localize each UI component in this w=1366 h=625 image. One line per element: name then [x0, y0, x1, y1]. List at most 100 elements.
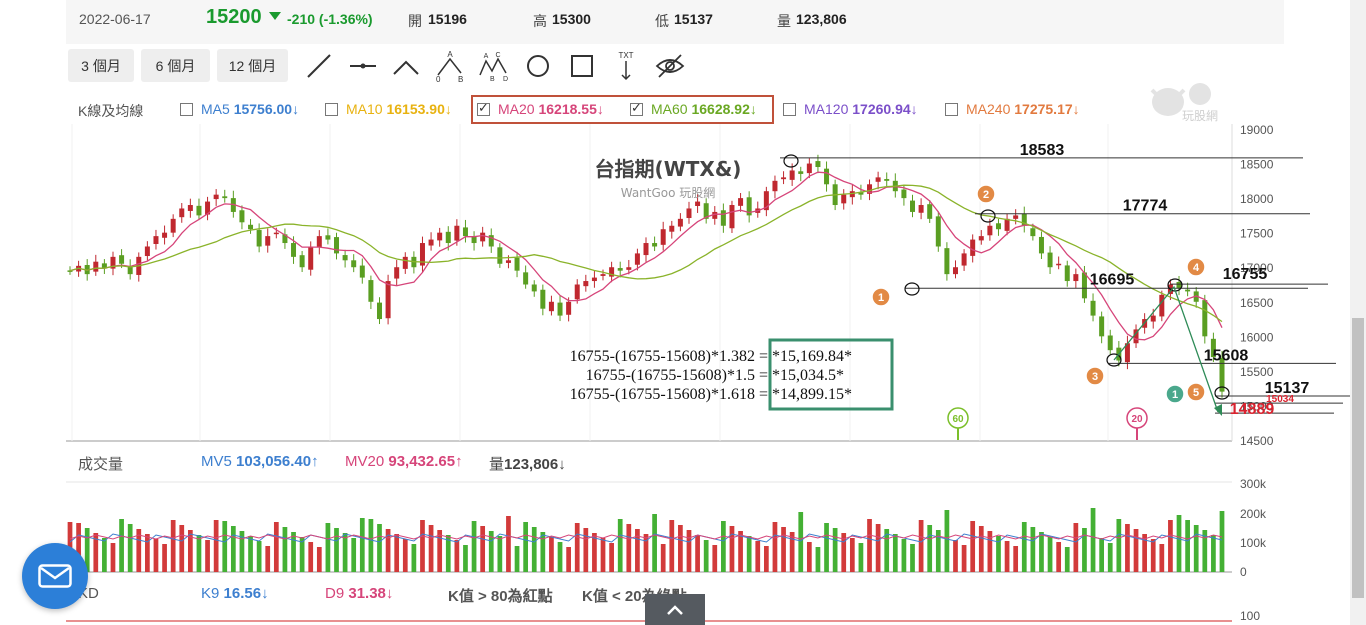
candle-body: [144, 246, 150, 257]
wave-marker-label: 5: [1193, 387, 1199, 399]
ma-checkbox-ma20[interactable]: [477, 100, 490, 116]
candle-body: [824, 168, 830, 185]
ma-legend-ma60: MA60 16628.92↓: [651, 101, 757, 117]
candle-body: [1081, 272, 1087, 299]
volume-y-tick: 100k: [1240, 536, 1267, 550]
candle-body: [153, 236, 159, 245]
ma60-line: [69, 184, 1223, 323]
volume-bar: [359, 518, 365, 572]
page-scrollbar[interactable]: [1350, 0, 1366, 625]
ma-label: MA60: [651, 101, 692, 117]
y-tick-label: 19000: [1240, 124, 1274, 137]
candle-body: [445, 231, 451, 244]
pattern-letter-b2: B: [490, 76, 495, 83]
level-label: 15608: [1204, 347, 1249, 364]
horizontal-line-icon[interactable]: [346, 49, 380, 83]
volume-bar: [678, 525, 683, 572]
volume-bar: [377, 524, 382, 572]
abcd-pattern-icon[interactable]: A C B D: [476, 49, 510, 83]
volume-bar: [351, 538, 357, 572]
ma-arrow: ↓: [292, 101, 300, 117]
candle-body: [359, 265, 365, 278]
circle-tool-icon[interactable]: [521, 49, 555, 83]
volume-bar: [806, 542, 812, 572]
period-3m-button[interactable]: 3 個月: [68, 49, 134, 82]
contact-mail-button[interactable]: [22, 543, 88, 609]
text-tool-icon[interactable]: TXT: [609, 49, 643, 83]
ma-pin-label: 20: [1131, 414, 1143, 425]
ma-checkbox-ma240[interactable]: [945, 103, 958, 116]
wave-marker-label: 4: [1193, 262, 1200, 274]
candle-body: [162, 232, 168, 238]
mv20-arrow: ↑: [455, 453, 463, 470]
line-tool-icon[interactable]: [302, 49, 336, 83]
quote-date: 2022-06-17: [79, 11, 151, 27]
y-tick-label: 16500: [1240, 296, 1274, 310]
volume-bar: [316, 547, 322, 572]
candle-body: [213, 194, 219, 200]
price-chart[interactable]: 19000 18500 18000 17500 17000 16500 16000 15500…: [0, 124, 1350, 624]
ma-checkbox-ma120[interactable]: [783, 103, 796, 116]
candle-body: [531, 284, 537, 292]
level-label: 15137: [1265, 380, 1310, 397]
ma-checkbox-ma5[interactable]: [180, 103, 193, 116]
candle-body: [626, 267, 632, 270]
wave-marker-label: 2: [983, 189, 989, 201]
candle-body: [1030, 228, 1036, 237]
volume-bar: [712, 545, 718, 572]
candle-body: [617, 268, 623, 271]
volume-bar: [1142, 534, 1147, 572]
candle-body: [497, 247, 503, 264]
volume-bar: [102, 538, 107, 572]
volume-bar: [557, 542, 563, 572]
abc-pattern-icon[interactable]: A 0 B: [433, 49, 467, 83]
mv5-legend: MV5 103,056.40↑: [201, 453, 319, 470]
rectangle-tool-icon[interactable]: [565, 49, 599, 83]
candle-body: [299, 255, 305, 268]
volume-bar: [875, 524, 881, 572]
d9-legend: D9 31.38↓: [325, 585, 393, 602]
wave-marker-label: 3: [1092, 371, 1098, 383]
wave-arrow-head: [1214, 404, 1222, 416]
ma-checkbox-ma60[interactable]: [630, 100, 643, 116]
pivot-circle: [1214, 386, 1230, 400]
candle-body: [918, 205, 924, 213]
candle-body: [1090, 300, 1096, 316]
volume-bar: [162, 544, 167, 572]
wantgoo-logo: 玩股網: [1150, 83, 1218, 123]
volume-bar: [918, 520, 924, 572]
volume-bar: [471, 521, 477, 572]
candle-body: [978, 236, 984, 241]
kd-note-overbought: K值 > 80為紅點: [448, 588, 553, 605]
ma-checkbox-ma10[interactable]: [325, 103, 338, 116]
candle-body: [1004, 218, 1010, 231]
mail-icon: [38, 564, 72, 588]
angle-tool-icon[interactable]: [389, 49, 423, 83]
volume-label: 量: [777, 13, 791, 29]
high-value: 15300: [552, 11, 591, 27]
period-12m-button[interactable]: 12 個月: [217, 49, 288, 82]
candle-body: [1176, 282, 1182, 288]
candle-body: [1099, 316, 1105, 337]
volume-bar: [884, 529, 890, 572]
vol-legend-label: 量: [489, 456, 505, 473]
scroll-top-button[interactable]: [645, 594, 705, 625]
volume-bar: [110, 543, 116, 572]
volume-bar: [635, 529, 640, 572]
volume-bar: [127, 524, 133, 572]
volume-bar: [686, 530, 692, 572]
candle-body: [548, 301, 554, 312]
k9-legend: K9 16.56↓: [201, 585, 269, 602]
candle-body: [763, 191, 769, 211]
volume-y-tick: 300k: [1240, 477, 1267, 491]
hide-drawings-icon[interactable]: [653, 49, 687, 83]
period-6m-button[interactable]: 6 個月: [141, 49, 210, 82]
candle-body: [256, 230, 262, 247]
ma-value: 17260.94: [852, 101, 911, 117]
volume-bar: [935, 530, 941, 572]
candle-body: [523, 272, 529, 285]
mv5-line: [69, 533, 1223, 543]
ma-pin: [947, 407, 969, 429]
scrollbar-thumb[interactable]: [1352, 318, 1364, 598]
volume-bar: [488, 531, 494, 572]
